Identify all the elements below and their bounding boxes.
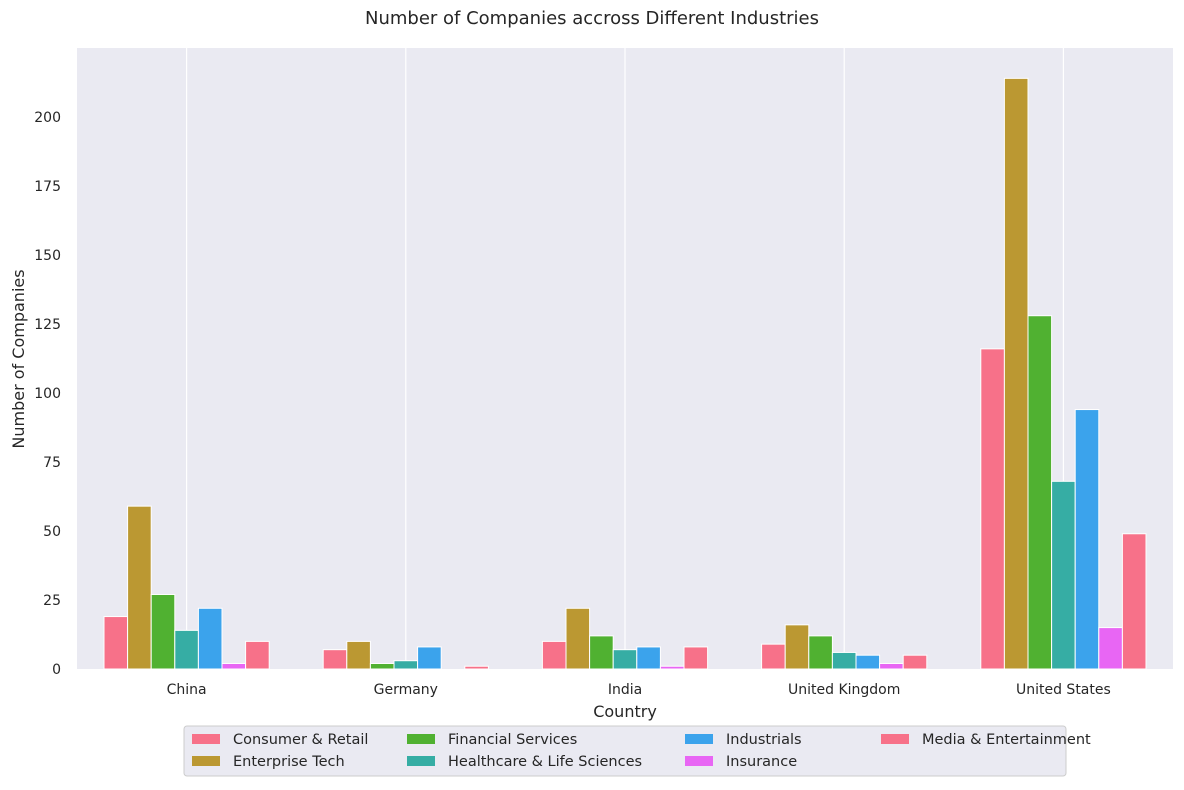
legend-label: Healthcare & Life Sciences	[448, 754, 642, 770]
bar	[831, 651, 857, 670]
bar	[612, 649, 638, 670]
bar	[879, 662, 904, 670]
bar	[683, 646, 709, 670]
chart-title: Number of Companies accross Different In…	[365, 8, 819, 29]
bar	[417, 646, 442, 670]
bar	[980, 348, 1005, 670]
bar	[565, 607, 591, 670]
bar	[855, 654, 881, 670]
legend-swatch	[407, 734, 435, 744]
y-tick-label: 50	[43, 524, 61, 540]
x-tick-label: India	[608, 682, 642, 698]
y-tick-label: 75	[43, 455, 61, 471]
bar	[808, 635, 833, 670]
bar	[369, 662, 395, 670]
y-tick-label: 200	[34, 110, 61, 126]
bar	[1098, 627, 1123, 670]
bar	[174, 629, 199, 670]
bar	[127, 505, 152, 670]
bar	[322, 649, 348, 670]
legend-swatch	[881, 734, 909, 744]
bar	[103, 616, 129, 670]
legend-box	[183, 725, 1067, 777]
bar	[589, 635, 614, 670]
legend-swatch	[192, 734, 220, 744]
bar	[1051, 480, 1076, 670]
bar	[902, 654, 928, 670]
bar	[761, 643, 786, 670]
bar	[245, 640, 270, 670]
legend-swatch	[192, 756, 220, 766]
bar	[784, 624, 810, 670]
bar	[346, 640, 371, 670]
legend-swatch	[407, 756, 435, 766]
legend-label: Enterprise Tech	[233, 754, 345, 770]
bar	[1074, 409, 1100, 670]
bar	[659, 665, 685, 670]
y-tick-label: 125	[34, 317, 61, 333]
legend-label: Media & Entertainment	[922, 732, 1091, 748]
bar	[541, 640, 567, 670]
bar	[393, 660, 419, 670]
bar	[150, 593, 176, 670]
x-tick-label: China	[167, 682, 207, 698]
y-tick-label: 100	[34, 386, 61, 402]
bar	[1121, 533, 1147, 670]
y-tick-label: 150	[34, 248, 61, 264]
y-axis-label: Number of Companies	[9, 269, 28, 448]
y-tick-label: 0	[52, 662, 61, 678]
legend: Consumer & Retail Enterprise Tech Financia…	[183, 725, 1091, 777]
x-tick-label: United States	[1016, 682, 1111, 698]
x-tick-label: Germany	[374, 682, 438, 698]
legend-label: Industrials	[726, 732, 802, 748]
y-tick-label: 25	[43, 593, 61, 609]
plot-area: 0 25 50 75 100 125 150 175 200 China Germany India U…	[34, 48, 1173, 698]
bar	[221, 662, 247, 670]
bar	[1003, 77, 1029, 670]
legend-swatch	[685, 734, 713, 744]
bar	[1027, 315, 1053, 670]
legend-label: Financial Services	[448, 732, 577, 748]
y-tick-label: 175	[34, 179, 61, 195]
legend-label: Consumer & Retail	[233, 732, 368, 748]
legend-label: Insurance	[726, 754, 797, 770]
x-tick-label: United Kingdom	[788, 682, 900, 698]
x-axis-label: Country	[593, 702, 657, 721]
bar	[464, 665, 489, 670]
bar	[197, 607, 223, 670]
bar	[636, 646, 661, 670]
legend-swatch	[685, 756, 713, 766]
